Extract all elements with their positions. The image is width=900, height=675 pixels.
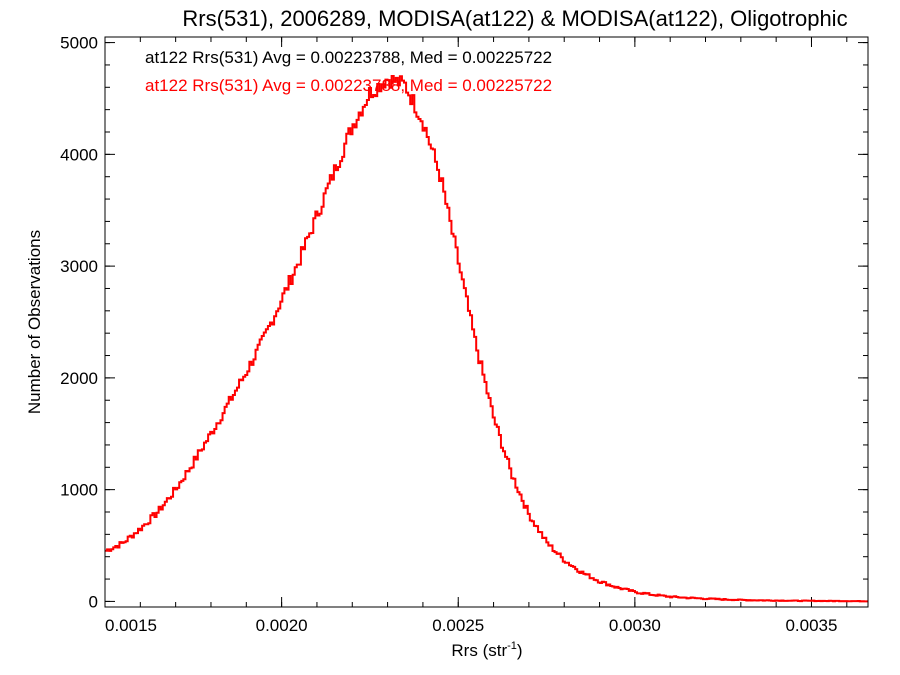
y-tick-label: 4000: [60, 145, 98, 164]
x-axis-label-sup: -1: [507, 640, 517, 652]
y-tick-labels: 0 1000 2000 3000 4000 5000: [60, 34, 98, 612]
x-tick-label: 0.0035: [785, 616, 837, 635]
series-layer: [105, 74, 868, 603]
y-tick-label: 5000: [60, 34, 98, 53]
axis-ticks: [104, 37, 868, 607]
y-tick-label: 0: [89, 592, 98, 611]
x-tick-label: 0.0030: [609, 616, 661, 635]
legend-annotation-black: at122 Rrs(531) Avg = 0.00223788, Med = 0…: [145, 48, 552, 67]
y-tick-label: 2000: [60, 369, 98, 388]
x-axis-label-main: Rrs (str: [451, 641, 507, 660]
chart-title: Rrs(531), 2006289, MODISA(at122) & MODIS…: [182, 6, 847, 31]
x-axis-label-close: ): [517, 641, 523, 660]
x-tick-labels: 0.0015 0.0020 0.0025 0.0030 0.0035: [105, 616, 837, 635]
x-tick-label: 0.0025: [432, 616, 484, 635]
series-line: [105, 74, 868, 603]
legend-annotation-red: at122 Rrs(531) Avg = 0.00223788, Med = 0…: [145, 76, 552, 95]
y-tick-label: 3000: [60, 257, 98, 276]
y-tick-label: 1000: [60, 481, 98, 500]
y-axis-label: Number of Observations: [25, 230, 44, 414]
plot-frame: [104, 36, 869, 608]
x-tick-label: 0.0020: [256, 616, 308, 635]
x-tick-label: 0.0015: [105, 616, 157, 635]
x-axis-label: Rrs (str-1): [451, 640, 522, 660]
